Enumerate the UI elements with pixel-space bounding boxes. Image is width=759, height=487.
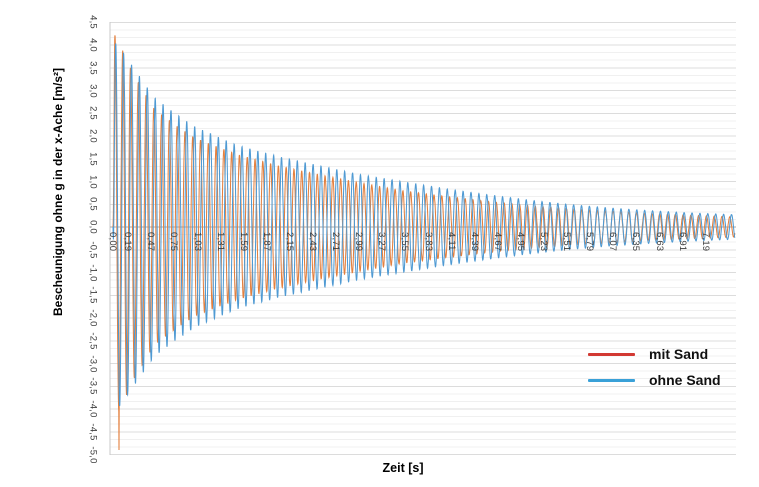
x-tick-label: 2,43 [307,232,318,252]
y-tick-label: -4,0 [87,400,99,418]
y-tick-label: 4,5 [87,15,99,30]
x-tick-label: 6,35 [630,232,642,252]
x-tick-label: 0,19 [122,232,134,252]
x-tick-label: 5,79 [584,232,596,252]
y-tick-label: -3,0 [87,354,99,373]
legend-line-swatch [588,378,635,382]
y-tick-label: 0,5 [87,197,99,212]
x-tick-label: 3,27 [376,232,388,252]
x-tick-label: 3,83 [422,232,434,252]
series-line-ohne-sand [112,43,736,407]
y-tick-label: 2,0 [87,129,99,143]
y-tick-label: 3,5 [87,60,99,75]
x-tick-label: 4,95 [514,232,526,252]
legend-label: ohne Sand [649,372,721,388]
x-tick-label: 7,19 [699,232,711,252]
x-tick-label: 1,87 [260,232,272,252]
y-tick-label: -4,5 [87,423,99,441]
x-tick-label: 3,55 [399,232,411,252]
x-tick-label: 0,47 [145,232,157,252]
y-tick-label: 2,5 [87,106,99,121]
x-tick-label: 6,63 [653,232,665,252]
x-tick-label: 6,07 [607,232,619,252]
x-tick-label: 2,99 [353,232,365,252]
x-tick-label: 4,39 [468,232,480,252]
y-tick-label: -1,5 [87,286,99,304]
series-lines [112,35,736,451]
x-tick-label: 4,11 [445,232,457,251]
legend: mit Sand ohne Sand [588,341,721,393]
x-axis-title: Zeit [s] [382,461,424,475]
y-tick-label: -2,5 [87,332,99,350]
y-tick-label: 4,0 [87,38,99,52]
y-tick-label: -2,0 [87,309,99,327]
x-tick-label: 1,31 [214,232,226,252]
y-tick-label: -5,0 [87,445,99,464]
x-tick-label: 1,59 [237,232,249,252]
legend-item-ohne-sand: ohne Sand [588,367,721,393]
x-tick-label: 6,91 [676,232,688,252]
x-tick-label: 2,71 [330,232,342,252]
x-tick-label: 0,75 [168,232,180,252]
x-tick-label: 2,15 [283,232,295,252]
legend-item-mit-sand: mit Sand [588,341,721,367]
y-tick-label: 1,5 [87,151,99,166]
x-tick-label: 1,03 [191,232,203,252]
y-tick-label: -3,5 [87,377,99,395]
x-tick-label: 4,67 [491,232,503,252]
x-tick-label: 5,23 [538,232,549,252]
gridlines [110,21,736,456]
x-tick-label: 5,51 [561,232,573,252]
y-tick-label: -0,5 [87,241,99,259]
y-tick-label: -1,0 [87,263,99,282]
legend-line-swatch [588,352,635,356]
y-tick-label: 3,0 [87,83,99,98]
legend-label: mit Sand [649,346,709,362]
y-axis-title: Bescheunigung ohne g in der x-Ache [m/s²… [51,67,65,317]
x-tick-label: 0,00 [106,232,118,252]
y-tick-label: 1,0 [87,174,99,189]
y-tick-label: 0,0 [87,220,99,234]
